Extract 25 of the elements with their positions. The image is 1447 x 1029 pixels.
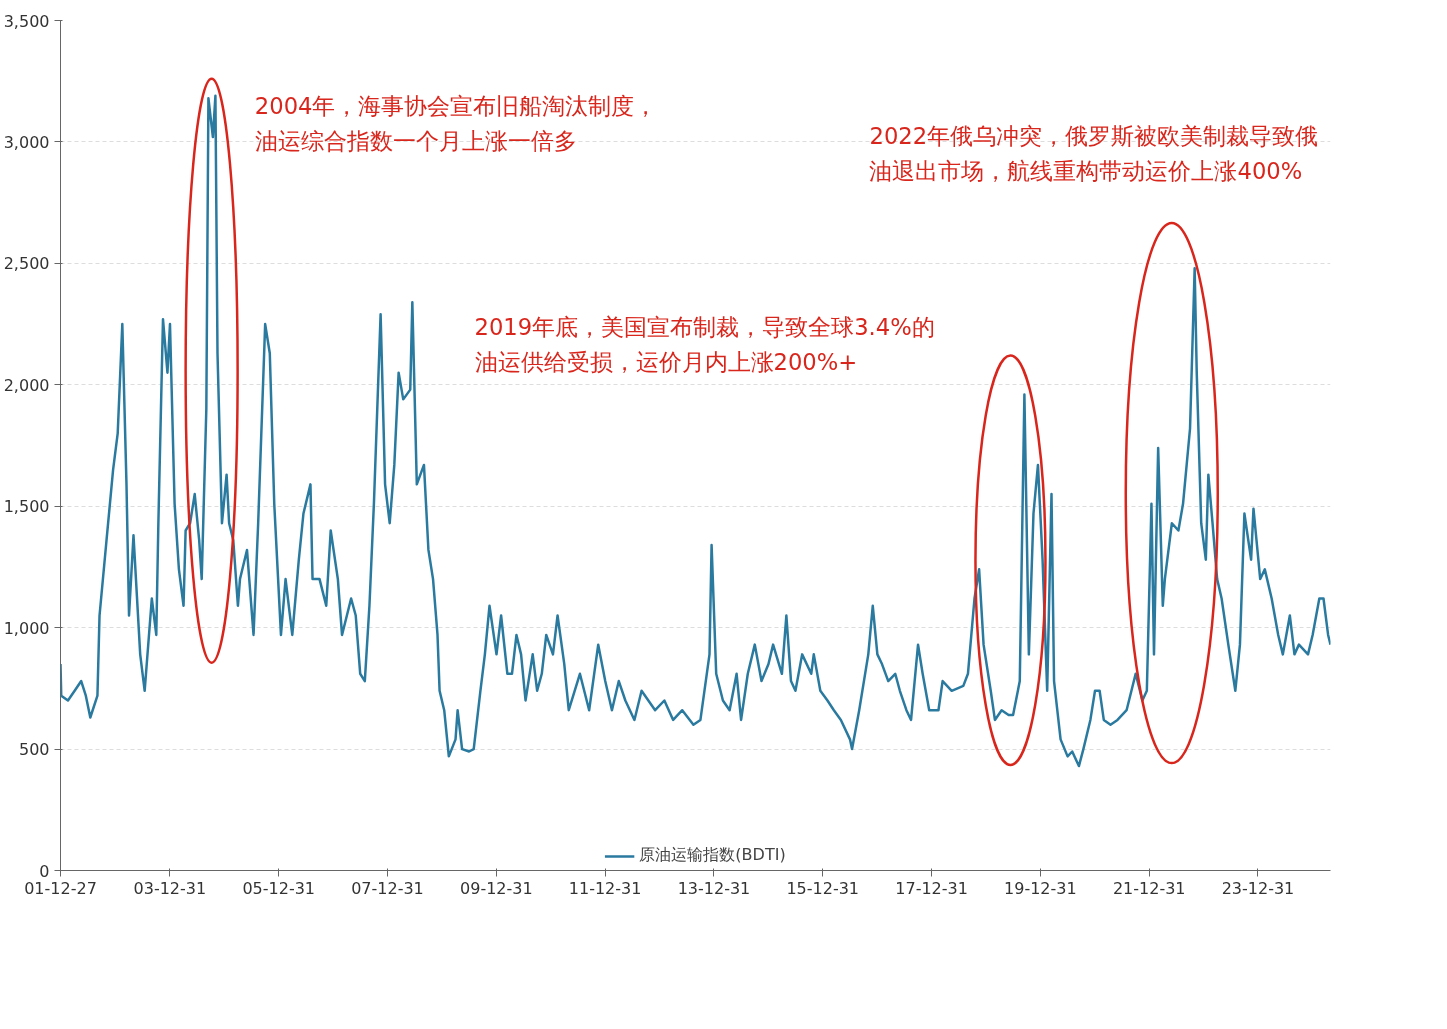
y-tick-label: 1,000 xyxy=(3,618,50,638)
y-tick-label: 2,500 xyxy=(3,254,50,274)
y-tick-label: 1,500 xyxy=(3,497,50,517)
annotation: 2022年俄乌冲突，俄罗斯被欧美制裁导致俄油退出市场，航线重构带动运价上涨400% xyxy=(869,122,1319,184)
x-tick-label: 11-12-31 xyxy=(568,878,642,898)
x-tick-label: 09-12-31 xyxy=(460,878,533,898)
y-tick-label: 2,000 xyxy=(3,375,50,395)
x-tick-label: 05-12-31 xyxy=(242,878,316,898)
x-tick-label: 07-12-31 xyxy=(351,878,424,898)
line-series xyxy=(60,94,1331,768)
y-tick-label: 3,500 xyxy=(3,11,50,31)
x-tick-label: 01-12-27 xyxy=(24,878,97,898)
y-tick-label: 500 xyxy=(18,740,50,760)
x-tick-label: 17-12-31 xyxy=(895,878,968,898)
y-tick-label: 0 xyxy=(39,861,50,881)
x-tick-label: 23-12-31 xyxy=(1221,878,1295,898)
x-tick-label: 15-12-31 xyxy=(786,878,860,898)
legend-label: 原油运输指数(BDTI) xyxy=(639,845,786,866)
annotation: 2019年底，美国宣布制裁，导致全球3.4%的油运供给受损，运价月内上涨200%+ xyxy=(474,313,935,375)
annotation: 2004年，海事协会宣布旧船淘汰制度，油运综合指数一个月上涨一倍多 xyxy=(254,92,658,154)
y-tick-label: 3,000 xyxy=(3,132,50,152)
x-tick-label: 13-12-31 xyxy=(677,878,751,898)
x-tick-label: 21-12-31 xyxy=(1112,878,1186,898)
x-tick-label: 19-12-31 xyxy=(1004,878,1077,898)
x-tick-label: 03-12-31 xyxy=(133,878,207,898)
